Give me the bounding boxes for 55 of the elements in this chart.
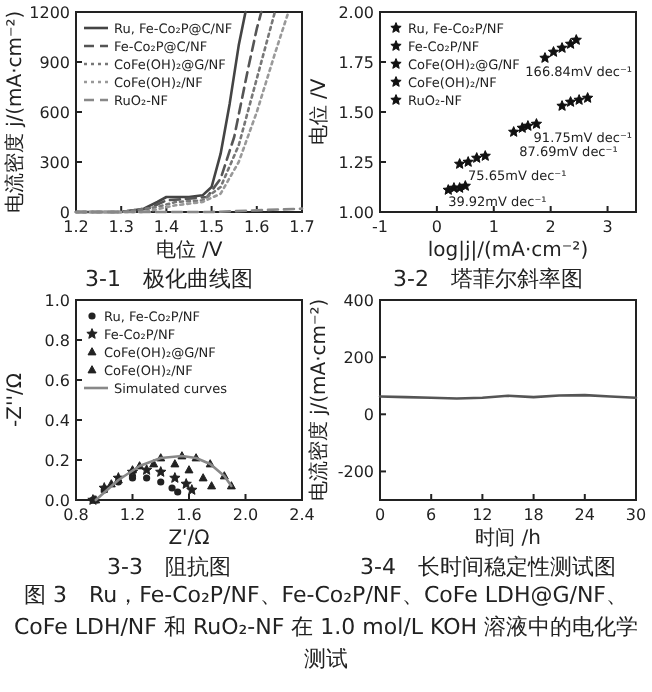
y-tick-label: 0 [363,406,374,425]
x-tick-label: 1.6 [176,506,202,524]
text: 3-3 阻抗图 [107,554,231,580]
y-tick-label: 0 [59,204,70,222]
x-tick-label: 12 [472,506,493,524]
y-tick-label: 1.00 [338,204,374,222]
x-tick-label: 1.3 [108,218,134,236]
x-tick-label: 1.6 [244,218,270,236]
y-tick-label: 0.4 [44,412,70,430]
x-tick-label: 2 [545,218,556,236]
x-tick-label: 1.5 [198,218,225,236]
y-axis-title: -Z''/Ω [5,372,27,427]
y-axis-title: 电流密度 j/(mA·cm⁻²) [307,298,331,502]
y-tick-label: 400 [343,292,374,310]
x-axis-title: Z'/Ω [168,528,211,550]
x-tick-label: -1 [372,218,388,236]
y-tick-label: 1.75 [338,54,374,72]
text: 3-2 塔菲尔斜率图 [393,266,583,292]
y-tick-label: 1.25 [338,154,374,172]
x-tick-label: 0 [374,506,386,524]
y-tick-label: 1.50 [338,104,374,122]
y-tick-label: 600 [39,104,70,122]
x-tick-label: 0.8 [63,506,89,524]
x-axis-title: 时间 /h [475,526,541,550]
y-tick-label: 1200 [29,4,70,22]
y-tick-label: 0.0 [44,492,70,510]
x-tick-label: 18 [523,506,544,524]
caption: 图 3 Ru，Fe-Co₂P/NF、Fe-Co₂P/NF、CoFe LDH@G/NF、CoFe LDH/NF 和 RuO₂-NF 在 1.0 mol/L KOH 溶液中的电化学测试 [12,580,640,676]
x-axis-title: 电位 /V [155,238,223,262]
x-tick-label: 6 [426,506,437,524]
x-tick-label: 1 [488,218,499,236]
text: 3-1 极化曲线图 [85,266,253,292]
x-tick-label: 30 [625,506,647,524]
x-tick-label: 3 [602,218,613,236]
x-tick-label: 1.4 [153,218,180,236]
x-tick-label: 2.0 [232,506,259,524]
y-tick-label: -200 [337,463,374,482]
y-tick-label: 200 [343,349,374,368]
y-axis-title: 电位 /V [307,78,331,146]
x-tick-label: 24 [574,506,595,524]
x-axis-title: log|j|/(mA·cm⁻²) [427,240,589,262]
y-tick-label: 300 [39,154,70,172]
y-tick-label: 900 [39,54,70,72]
y-tick-label: 0.8 [44,332,70,350]
y-tick-label: 0.6 [44,372,70,390]
x-tick-label: 1.2 [63,218,89,236]
y-axis-title: 电流密度 j/(mA·cm⁻²) [3,10,27,214]
x-tick-label: 1.7 [289,218,315,236]
y-tick-label: 2.00 [338,4,374,22]
y-tick-label: 0.2 [44,452,70,470]
x-tick-label: 2.4 [289,506,315,524]
y-tick-label: 1.0 [44,292,70,310]
text: 3-4 长时间稳定性测试图 [360,554,616,580]
x-tick-label: 1.2 [119,506,146,524]
x-tick-label: 0 [431,218,442,236]
